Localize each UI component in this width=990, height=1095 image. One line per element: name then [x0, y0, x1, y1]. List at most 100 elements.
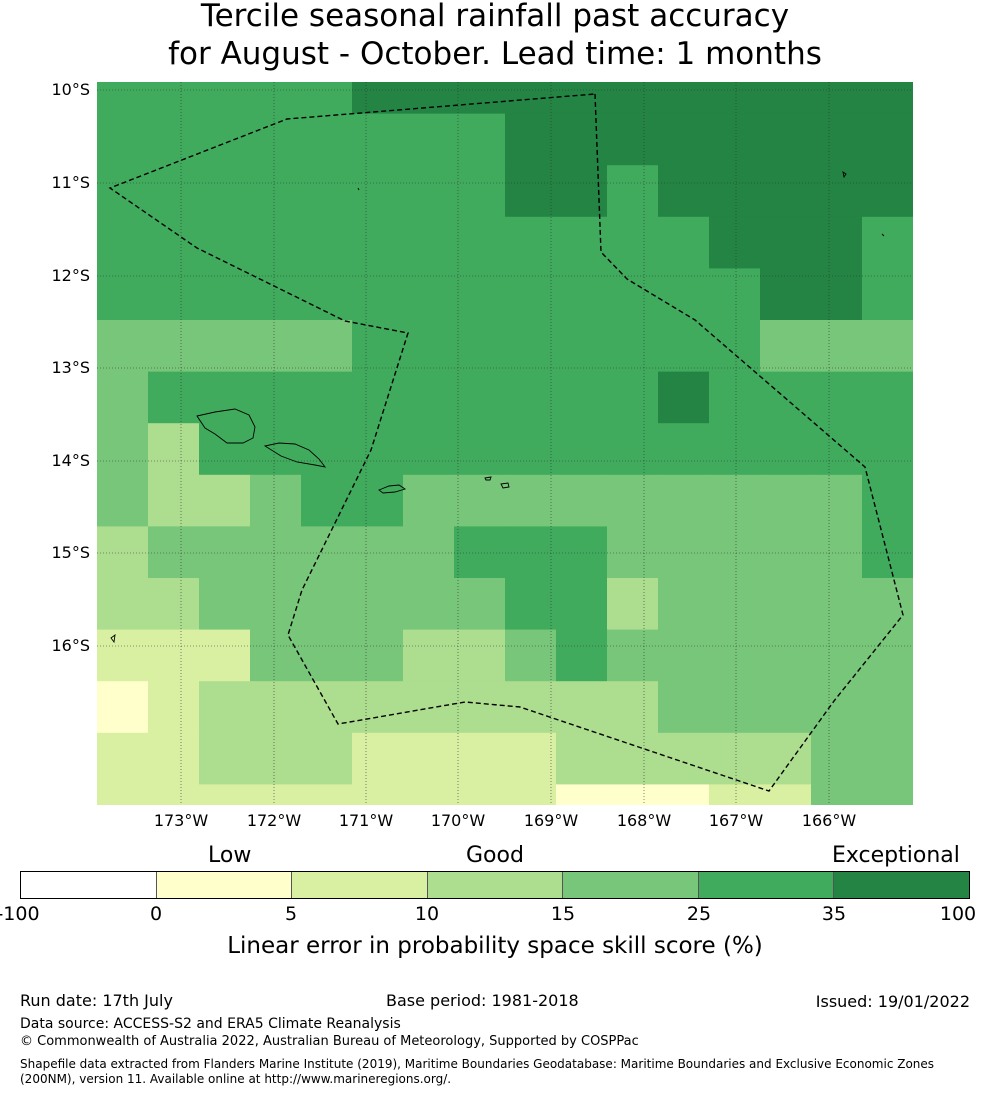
skill-cell — [862, 113, 913, 166]
skill-cell — [403, 629, 455, 682]
skill-cell — [250, 216, 302, 269]
skill-cell — [658, 268, 710, 321]
skill-cell — [760, 320, 812, 373]
skill-cell — [709, 423, 761, 476]
skill-cell — [352, 732, 404, 785]
skill-cell — [352, 578, 404, 631]
skill-cell — [454, 371, 506, 424]
skill-cell — [556, 82, 608, 115]
skill-cell — [709, 165, 761, 218]
small-island-west — [110, 633, 116, 644]
lon-label-166w: 166°W — [801, 811, 857, 830]
colorbar-tick-10: 10 — [414, 903, 440, 925]
manua-island-west — [484, 476, 492, 481]
upolu-island — [263, 442, 327, 468]
skill-cell — [352, 216, 404, 269]
skill-cell — [199, 320, 251, 373]
skill-cell — [148, 526, 200, 579]
skill-cell — [148, 732, 200, 785]
skill-cell — [607, 320, 659, 373]
skill-cell — [352, 681, 404, 734]
small-island-north — [357, 187, 360, 191]
skill-cell — [199, 165, 251, 218]
skill-cell — [811, 474, 863, 527]
skill-cell — [862, 165, 913, 218]
skill-cell — [148, 320, 200, 373]
manua-island-east — [500, 482, 510, 489]
colorbar-segment-6 — [698, 872, 835, 898]
colorbar-tick-100: 100 — [939, 903, 977, 925]
colorbar-segment-4 — [427, 872, 564, 898]
data-source: Data source: ACCESS-S2 and ERA5 Climate … — [20, 1016, 401, 1032]
skill-cell — [556, 681, 608, 734]
skill-cell — [301, 320, 353, 373]
skill-cell — [250, 113, 302, 166]
lon-label-169w: 169°W — [523, 811, 579, 830]
skill-cell — [148, 578, 200, 631]
skill-cell — [97, 216, 149, 269]
skill-cell — [199, 732, 251, 785]
skill-cell — [760, 113, 812, 166]
skill-cell — [811, 371, 863, 424]
skill-cell — [709, 371, 761, 424]
lat-label-10s: 10°S — [51, 80, 90, 99]
skill-cell — [505, 216, 557, 269]
skill-cell — [250, 681, 302, 734]
skill-cell — [97, 113, 149, 166]
skill-cell — [811, 526, 863, 579]
legend-category-good: Good — [466, 843, 524, 868]
skill-cell — [658, 681, 710, 734]
skill-cell — [505, 113, 557, 166]
colorbar-tick-minus-100: -100 — [0, 903, 40, 925]
skill-cell — [862, 474, 913, 527]
skill-cell — [403, 578, 455, 631]
skill-cell — [556, 629, 608, 682]
skill-cell — [97, 526, 149, 579]
lat-label-11s: 11°S — [51, 173, 90, 192]
skill-cell — [148, 268, 200, 321]
skill-cell — [97, 681, 149, 734]
skill-cell — [658, 113, 710, 166]
legend-colorbar — [20, 871, 970, 899]
skill-cell — [148, 423, 200, 476]
skill-cell — [709, 474, 761, 527]
skill-cell — [505, 165, 557, 218]
skill-cell — [811, 320, 863, 373]
skill-cell — [148, 474, 200, 527]
skill-cell — [148, 165, 200, 218]
skill-cell — [403, 113, 455, 166]
skill-cell — [97, 423, 149, 476]
skill-cell — [352, 371, 404, 424]
lon-label-170w: 170°W — [430, 811, 486, 830]
skill-cell — [505, 681, 557, 734]
run-date: Run date: 17th July — [20, 991, 173, 1010]
skill-cell — [862, 784, 913, 805]
skill-cell — [505, 784, 557, 805]
skill-cell — [199, 268, 251, 321]
skill-cell — [352, 320, 404, 373]
skill-cell — [760, 732, 812, 785]
base-period: Base period: 1981-2018 — [386, 991, 579, 1010]
copyright-notice: © Commonwealth of Australia 2022, Austra… — [20, 1034, 639, 1049]
skill-cell — [862, 268, 913, 321]
colorbar-tick-0: 0 — [149, 903, 163, 925]
skill-cell — [352, 268, 404, 321]
skill-cell — [199, 371, 251, 424]
chart-title-line-1: Tercile seasonal rainfall past accuracy — [200, 0, 790, 34]
skill-cell — [658, 423, 710, 476]
skill-cell — [199, 82, 251, 115]
skill-cell — [454, 732, 506, 785]
skill-cell — [658, 732, 710, 785]
skill-cell — [709, 629, 761, 682]
skill-cell — [862, 732, 913, 785]
skill-cell — [250, 526, 302, 579]
skill-cell — [607, 526, 659, 579]
skill-cell — [454, 268, 506, 321]
skill-cell — [505, 629, 557, 682]
skill-grid-cells — [97, 82, 913, 805]
colorbar-segment-5 — [563, 872, 699, 898]
lat-label-16s: 16°S — [51, 636, 90, 655]
skill-cell — [709, 784, 761, 805]
skill-cell — [760, 784, 812, 805]
eez-boundary — [108, 93, 904, 792]
